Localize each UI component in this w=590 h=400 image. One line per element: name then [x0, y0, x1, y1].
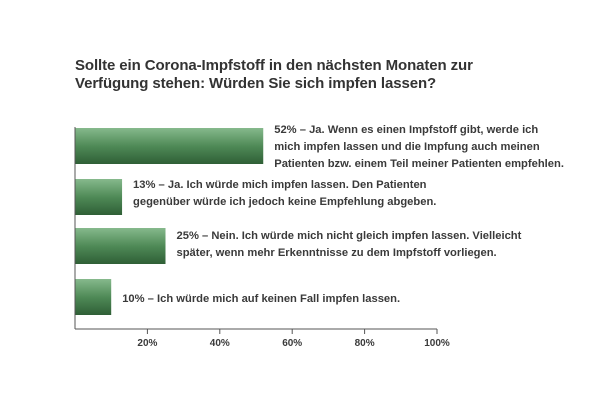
bar-4-label-line-1: 10% – Ich würde mich auf keinen Fall imp…: [122, 293, 400, 305]
chart-title-line-2: Verfügung stehen: Würden Sie sich impfen…: [75, 75, 437, 92]
x-tick-label-20: 20%: [137, 338, 157, 349]
bar-2-label-line-1: 13% – Ja. Ich würde mich impfen lassen. …: [133, 179, 427, 191]
chart-title: Sollte ein Corona-Impfstoff in den nächs…: [75, 57, 555, 93]
x-tick-label-100: 100%: [424, 338, 450, 349]
bar-1-label-line-1: 52% – Ja. Wenn es einen Impfstoff gibt, …: [274, 124, 538, 136]
bar-2-label-line-2: gegenüber würde ich jedoch keine Empfehl…: [133, 196, 436, 208]
bars-group: [75, 128, 264, 315]
x-tick-label-60: 60%: [282, 338, 302, 349]
bar-2: [75, 179, 123, 215]
bar-3-label-line-2: später, wenn mehr Erkenntnisse zu dem Im…: [177, 247, 497, 259]
x-tick-label-80: 80%: [355, 338, 375, 349]
bar-3: [75, 228, 166, 264]
bar-1-label-line-3: Patienten bzw. einem Teil meiner Patient…: [274, 158, 564, 170]
chart-title-line-1: Sollte ein Corona-Impfstoff in den nächs…: [75, 57, 473, 74]
bar-labels-group: 52% – Ja. Wenn es einen Impfstoff gibt, …: [122, 124, 564, 305]
bar-1-label-line-2: mich impfen lassen und die Impfung auch …: [274, 141, 540, 153]
bar-1: [75, 128, 264, 164]
axes-group: 20% 40% 60% 80% 100%: [74, 127, 450, 349]
x-tick-label-40: 40%: [210, 338, 230, 349]
bar-4: [75, 279, 112, 315]
bar-3-label-line-1: 25% – Nein. Ich würde mich nicht gleich …: [177, 230, 522, 242]
